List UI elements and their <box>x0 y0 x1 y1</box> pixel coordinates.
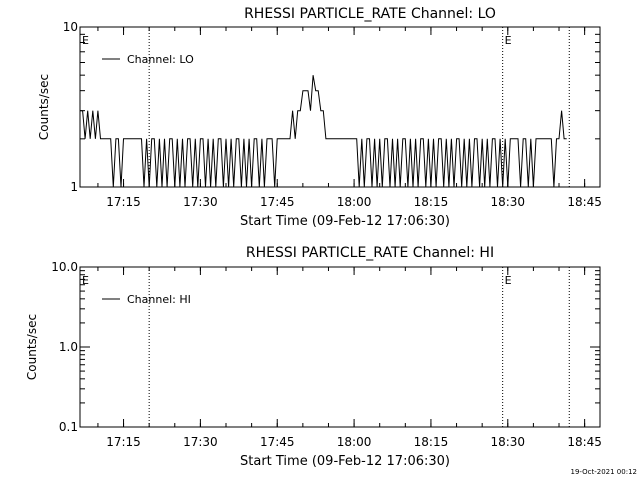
x-tick-label: 17:30 <box>183 195 218 209</box>
x-tick-label: 17:45 <box>260 195 295 209</box>
x-tick-label: 17:30 <box>183 435 218 449</box>
y-tick-label: 10.0 <box>51 260 78 274</box>
x-tick-label: 18:45 <box>567 435 602 449</box>
x-axis-label: Start Time (09-Feb-12 17:06:30) <box>240 214 450 229</box>
event-marker-label: E <box>505 34 512 47</box>
x-tick-label: 17:15 <box>106 195 141 209</box>
x-tick-label: 18:00 <box>337 435 372 449</box>
event-marker-label: E <box>82 34 89 47</box>
legend-label: Channel: LO <box>127 53 194 66</box>
x-tick-label: 17:45 <box>260 435 295 449</box>
y-tick-label: 1 <box>70 180 78 194</box>
x-tick-label: 18:15 <box>414 435 449 449</box>
y-tick-label: 1.0 <box>59 340 78 354</box>
y-tick-label: 0.1 <box>59 420 78 434</box>
x-tick-label: 18:30 <box>490 435 525 449</box>
chart-title: RHESSI PARTICLE_RATE Channel: LO <box>244 6 496 22</box>
x-axis-label: Start Time (09-Feb-12 17:06:30) <box>240 454 450 469</box>
series-line <box>80 75 567 188</box>
x-tick-label: 18:30 <box>490 195 525 209</box>
event-marker-label: E <box>82 274 89 287</box>
x-tick-label: 18:00 <box>337 195 372 209</box>
hi-channel-panel: RHESSI PARTICLE_RATE Channel: HI 0.1 1.0 10… <box>25 245 602 469</box>
y-axis-label: Counts/sec <box>25 314 39 380</box>
plot-frame <box>79 26 601 188</box>
y-axis-label: Counts/sec <box>37 74 51 140</box>
x-tick-label: 18:45 <box>567 195 602 209</box>
legend-label: Channel: HI <box>127 293 191 306</box>
lo-channel-panel: RHESSI PARTICLE_RATE Channel: LO 1 10 17:15… <box>37 6 602 229</box>
event-marker-label: E <box>505 274 512 287</box>
x-tick-label: 18:15 <box>414 195 449 209</box>
footer-timestamp: 19-Oct-2021 00:12 <box>571 468 637 476</box>
chart-title: RHESSI PARTICLE_RATE Channel: HI <box>246 245 494 261</box>
y-tick-label: 10 <box>63 20 78 34</box>
x-tick-label: 17:15 <box>106 435 141 449</box>
